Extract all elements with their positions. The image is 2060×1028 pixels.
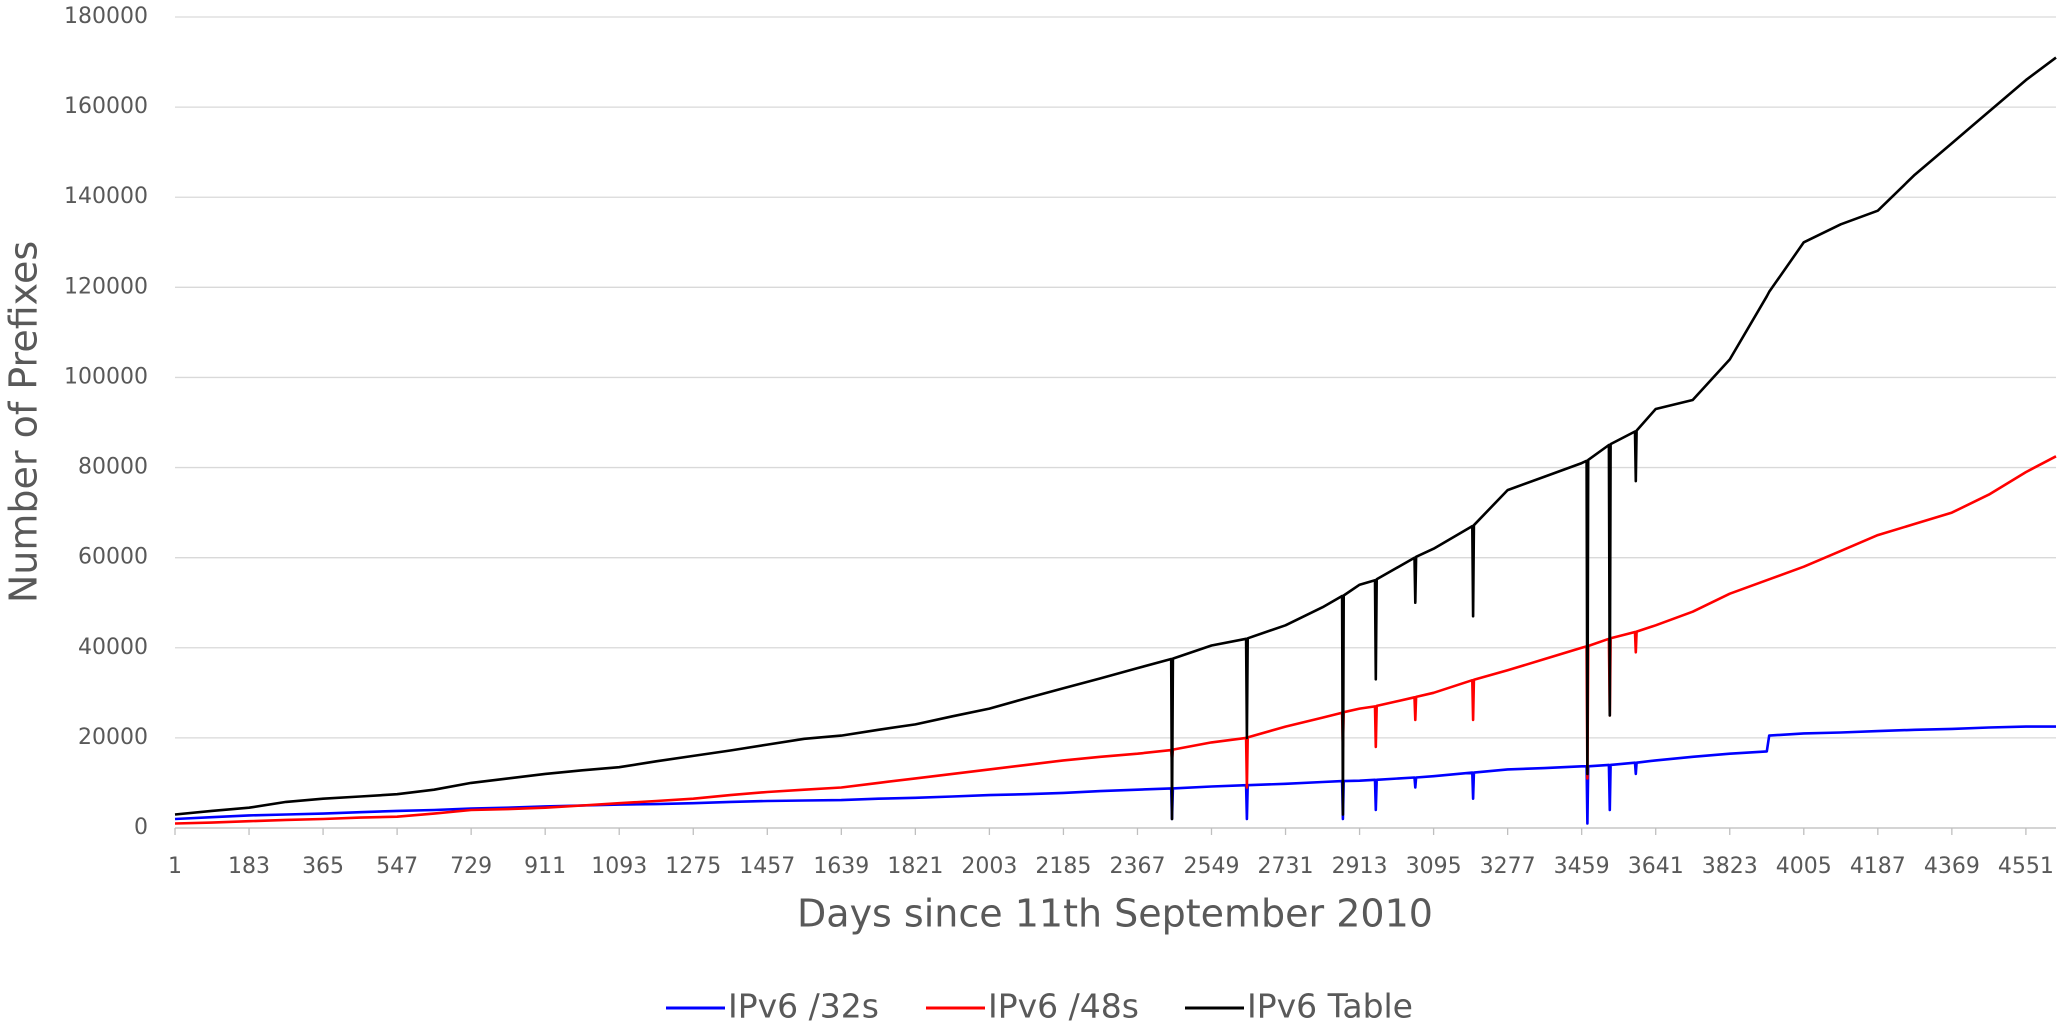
y-tick-label: 0 xyxy=(134,815,148,840)
x-tick-label: 183 xyxy=(228,854,270,879)
y-tick-label: 100000 xyxy=(64,364,148,389)
x-tick-label: 4369 xyxy=(1924,854,1980,879)
x-tick-label: 2549 xyxy=(1184,854,1240,879)
series-line xyxy=(174,725,2056,825)
x-tick-label: 2185 xyxy=(1035,854,1091,879)
x-tick-label: 911 xyxy=(524,854,566,879)
x-tick-label: 3277 xyxy=(1480,854,1536,879)
x-tick-label: 1457 xyxy=(739,854,795,879)
x-tick-label: 1093 xyxy=(591,854,647,879)
y-tick-label: 140000 xyxy=(64,184,148,209)
x-tick-label: 4551 xyxy=(1998,854,2054,879)
x-tick-label: 729 xyxy=(450,854,492,879)
x-tick-label: 1275 xyxy=(665,854,721,879)
y-tick-label: 40000 xyxy=(78,635,148,660)
legend-label: IPv6 /32s xyxy=(728,987,879,1026)
y-tick-label: 60000 xyxy=(78,545,148,570)
x-axis-title: Days since 11th September 2010 xyxy=(797,892,1433,936)
x-tick-label: 2731 xyxy=(1258,854,1314,879)
y-axis-title: Number of Prefixes xyxy=(2,241,46,603)
y-tick-label: 20000 xyxy=(78,725,148,750)
x-tick-label: 2913 xyxy=(1332,854,1388,879)
x-tick-label: 3641 xyxy=(1628,854,1684,879)
x-tick-label: 4005 xyxy=(1776,854,1832,879)
y-tick-label: 80000 xyxy=(78,455,148,480)
x-tick-label: 1821 xyxy=(887,854,943,879)
y-tick-label: 180000 xyxy=(64,4,148,29)
x-tick-label: 1 xyxy=(168,854,182,879)
x-tick-label: 2003 xyxy=(961,854,1017,879)
y-tick-label: 120000 xyxy=(64,274,148,299)
x-tick-label: 3459 xyxy=(1554,854,1610,879)
legend-label: IPv6 /48s xyxy=(988,987,1139,1026)
x-tick-label: 1639 xyxy=(813,854,869,879)
x-tick-label: 2367 xyxy=(1109,854,1165,879)
legend-label: IPv6 Table xyxy=(1247,987,1413,1026)
series-line xyxy=(174,455,2057,825)
x-tick-label: 365 xyxy=(302,854,344,879)
x-tick-label: 547 xyxy=(376,854,418,879)
y-tick-label: 160000 xyxy=(64,94,148,119)
series-line xyxy=(174,56,2057,821)
x-tick-label: 3823 xyxy=(1702,854,1758,879)
x-tick-label: 3095 xyxy=(1406,854,1462,879)
x-tick-label: 4187 xyxy=(1850,854,1906,879)
